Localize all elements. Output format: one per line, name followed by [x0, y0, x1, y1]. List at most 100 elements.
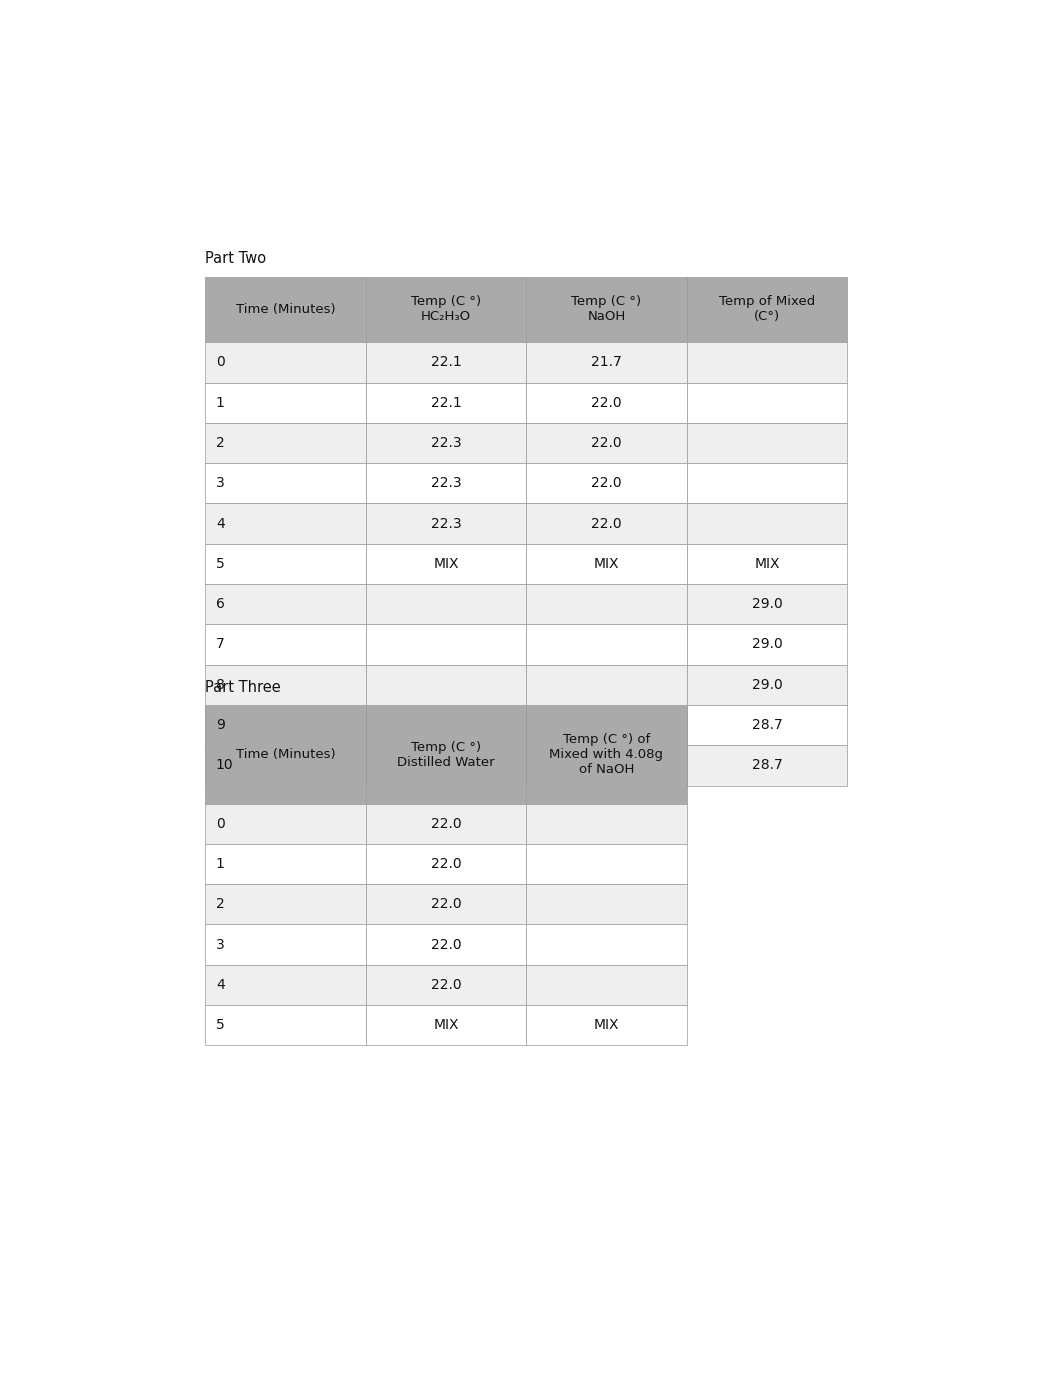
Text: 4: 4: [216, 516, 225, 530]
Bar: [526, 804, 687, 844]
Bar: [687, 423, 847, 463]
Text: 4: 4: [216, 978, 225, 991]
Text: 29.0: 29.0: [752, 598, 783, 611]
Text: 22.3: 22.3: [430, 437, 461, 450]
Bar: [526, 423, 687, 463]
Text: 22.3: 22.3: [430, 516, 461, 530]
Bar: [365, 423, 526, 463]
Bar: [687, 705, 847, 745]
Text: 29.0: 29.0: [752, 677, 783, 691]
Text: 22.0: 22.0: [430, 856, 461, 872]
Text: 2: 2: [216, 898, 225, 912]
Text: 10: 10: [216, 759, 234, 772]
Bar: [687, 463, 847, 504]
Text: 3: 3: [216, 476, 225, 490]
Bar: [526, 665, 687, 705]
Text: 22.0: 22.0: [592, 395, 621, 410]
Bar: [205, 423, 365, 463]
Bar: [526, 544, 687, 584]
Bar: [526, 844, 687, 884]
Bar: [687, 624, 847, 665]
Bar: [687, 504, 847, 544]
Bar: [365, 705, 526, 745]
Bar: [205, 804, 365, 844]
Text: 8: 8: [216, 677, 225, 691]
Bar: [205, 584, 365, 624]
Text: MIX: MIX: [433, 1018, 459, 1033]
Text: 3: 3: [216, 938, 225, 952]
Bar: [205, 884, 365, 924]
Text: Part Two: Part Two: [205, 251, 267, 266]
Text: 22.0: 22.0: [592, 476, 621, 490]
Text: Time (Minutes): Time (Minutes): [236, 748, 336, 761]
Bar: [205, 844, 365, 884]
Bar: [526, 504, 687, 544]
Bar: [205, 924, 365, 965]
Bar: [365, 463, 526, 504]
Text: 0: 0: [216, 817, 225, 830]
Bar: [365, 544, 526, 584]
Bar: [365, 884, 526, 924]
Bar: [365, 924, 526, 965]
Bar: [687, 383, 847, 423]
Text: 22.0: 22.0: [430, 938, 461, 952]
Bar: [205, 706, 365, 804]
Bar: [526, 383, 687, 423]
Text: Temp (C °)
HC₂H₃O: Temp (C °) HC₂H₃O: [411, 296, 481, 324]
Text: 22.0: 22.0: [430, 898, 461, 912]
Bar: [526, 1005, 687, 1045]
Bar: [365, 706, 526, 804]
Bar: [365, 665, 526, 705]
Bar: [526, 343, 687, 383]
Text: MIX: MIX: [594, 1018, 619, 1033]
Text: Temp (C °)
Distilled Water: Temp (C °) Distilled Water: [397, 741, 495, 768]
Bar: [687, 584, 847, 624]
Text: 9: 9: [216, 717, 225, 733]
Bar: [205, 745, 365, 785]
Bar: [526, 745, 687, 785]
Bar: [365, 624, 526, 665]
Bar: [205, 504, 365, 544]
Bar: [526, 705, 687, 745]
Bar: [205, 383, 365, 423]
Text: 1: 1: [216, 395, 225, 410]
Text: Temp (C °)
NaOH: Temp (C °) NaOH: [571, 296, 641, 324]
Text: 2: 2: [216, 437, 225, 450]
Bar: [365, 383, 526, 423]
Bar: [687, 544, 847, 584]
Text: 22.0: 22.0: [592, 437, 621, 450]
Text: 22.1: 22.1: [430, 355, 461, 369]
Text: Temp (C °) of
Mixed with 4.08g
of NaOH: Temp (C °) of Mixed with 4.08g of NaOH: [549, 734, 664, 777]
Text: 5: 5: [216, 556, 225, 571]
Text: 28.7: 28.7: [752, 717, 783, 733]
Text: Part Three: Part Three: [205, 680, 281, 695]
Bar: [687, 745, 847, 785]
Text: 1: 1: [216, 856, 225, 872]
Text: 29.0: 29.0: [752, 638, 783, 651]
Text: 5: 5: [216, 1018, 225, 1033]
Bar: [205, 544, 365, 584]
Text: 22.0: 22.0: [592, 516, 621, 530]
Bar: [687, 665, 847, 705]
Text: MIX: MIX: [754, 556, 780, 571]
Bar: [365, 584, 526, 624]
Text: 22.1: 22.1: [430, 395, 461, 410]
Bar: [365, 277, 526, 343]
Bar: [365, 504, 526, 544]
Bar: [526, 624, 687, 665]
Text: Temp of Mixed
(C°): Temp of Mixed (C°): [719, 296, 815, 324]
Bar: [205, 705, 365, 745]
Bar: [365, 343, 526, 383]
Bar: [205, 343, 365, 383]
Bar: [365, 745, 526, 785]
Bar: [365, 965, 526, 1005]
Bar: [205, 1005, 365, 1045]
Bar: [526, 463, 687, 504]
Bar: [205, 965, 365, 1005]
Bar: [205, 665, 365, 705]
Text: 22.0: 22.0: [430, 817, 461, 830]
Bar: [205, 463, 365, 504]
Bar: [526, 277, 687, 343]
Text: 7: 7: [216, 638, 225, 651]
Text: MIX: MIX: [433, 556, 459, 571]
